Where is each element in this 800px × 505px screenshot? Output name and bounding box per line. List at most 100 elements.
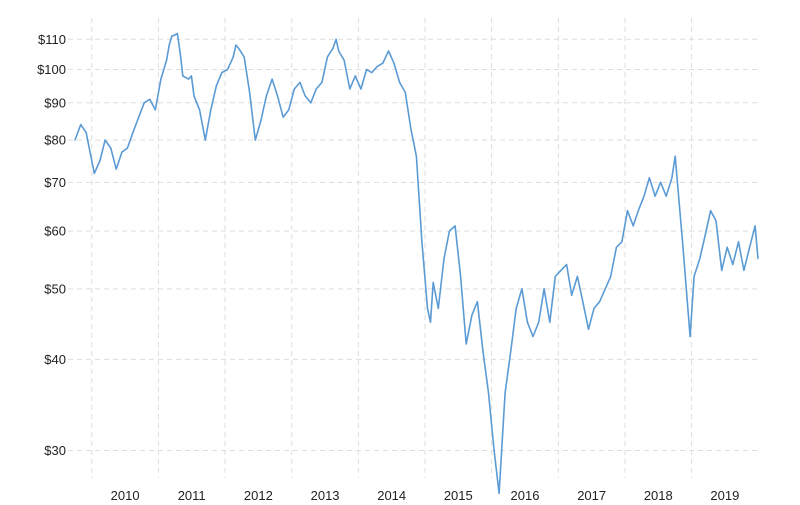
data-point bbox=[538, 321, 540, 323]
data-point bbox=[621, 241, 623, 243]
data-point bbox=[349, 88, 351, 90]
data-point bbox=[143, 102, 145, 104]
data-point bbox=[80, 124, 82, 126]
data-point bbox=[299, 81, 301, 83]
data-point bbox=[404, 91, 406, 93]
grid-lines bbox=[68, 18, 758, 478]
y-tick-label: $80 bbox=[44, 133, 66, 148]
data-point bbox=[366, 68, 368, 71]
x-tick-label: 2010 bbox=[111, 488, 140, 503]
data-point bbox=[371, 72, 373, 74]
data-point bbox=[587, 328, 590, 330]
data-point bbox=[121, 151, 123, 153]
data-point bbox=[354, 75, 356, 77]
data-point bbox=[171, 35, 173, 38]
data-point bbox=[693, 275, 695, 277]
x-tick-label: 2015 bbox=[444, 488, 473, 503]
data-point bbox=[643, 195, 645, 197]
data-point bbox=[343, 59, 345, 61]
x-tick-label: 2014 bbox=[377, 488, 406, 503]
data-point bbox=[443, 258, 445, 260]
data-point bbox=[149, 98, 151, 100]
data-point bbox=[526, 321, 529, 323]
data-point bbox=[471, 314, 473, 316]
data-point bbox=[476, 301, 478, 303]
data-point bbox=[260, 120, 262, 122]
data-point bbox=[654, 195, 656, 197]
data-point bbox=[154, 109, 156, 111]
data-point bbox=[637, 210, 639, 212]
y-axis-labels: $110 $100 $90 $80 $70 $60 $50 $40 $30 bbox=[37, 32, 66, 458]
x-tick-label: 2018 bbox=[644, 488, 673, 503]
data-point bbox=[671, 177, 673, 179]
data-point bbox=[648, 177, 651, 179]
data-point bbox=[179, 53, 181, 55]
data-point bbox=[85, 131, 87, 133]
data-point bbox=[193, 95, 195, 97]
data-point bbox=[704, 235, 706, 237]
data-point bbox=[187, 78, 190, 80]
data-point bbox=[482, 351, 484, 353]
data-point bbox=[674, 155, 676, 157]
data-point bbox=[726, 246, 728, 248]
data-point bbox=[160, 78, 162, 80]
data-point bbox=[460, 275, 462, 277]
data-point bbox=[415, 155, 417, 157]
x-tick-label: 2019 bbox=[710, 488, 739, 503]
data-point bbox=[599, 301, 601, 303]
data-point bbox=[448, 230, 450, 232]
data-point bbox=[743, 269, 745, 271]
data-point bbox=[543, 288, 545, 290]
data-point bbox=[689, 335, 691, 338]
x-tick-label: 2011 bbox=[178, 488, 206, 503]
data-point bbox=[237, 47, 240, 49]
data-point bbox=[235, 44, 237, 46]
x-tick-label: 2013 bbox=[311, 488, 340, 503]
data-point bbox=[421, 241, 423, 243]
data-point bbox=[232, 56, 234, 58]
x-tick-label: 2016 bbox=[511, 488, 540, 503]
data-point bbox=[276, 95, 279, 97]
data-point bbox=[749, 246, 751, 248]
x-tick-label: 2017 bbox=[577, 488, 606, 503]
data-point bbox=[498, 492, 500, 494]
data-point bbox=[382, 62, 384, 64]
x-tick-label: 2012 bbox=[244, 488, 273, 503]
series-group bbox=[74, 32, 759, 495]
y-tick-label: $60 bbox=[44, 224, 66, 239]
data-point bbox=[204, 139, 206, 141]
data-point bbox=[326, 56, 328, 58]
y-tick-label: $70 bbox=[44, 175, 66, 190]
data-point bbox=[199, 109, 201, 111]
data-point bbox=[610, 275, 612, 277]
data-point bbox=[554, 275, 556, 277]
data-point bbox=[465, 343, 467, 345]
data-point bbox=[560, 269, 562, 271]
data-point bbox=[282, 116, 284, 118]
data-point bbox=[226, 68, 229, 71]
data-point bbox=[254, 139, 256, 141]
data-point bbox=[757, 258, 759, 260]
data-point bbox=[410, 127, 412, 129]
data-point bbox=[166, 59, 168, 61]
data-point bbox=[437, 307, 439, 309]
data-point bbox=[74, 139, 76, 141]
data-point bbox=[432, 281, 434, 284]
data-point bbox=[399, 81, 401, 83]
data-point bbox=[626, 210, 629, 212]
data-point bbox=[393, 62, 395, 64]
data-point bbox=[521, 288, 523, 290]
data-point bbox=[332, 47, 334, 49]
y-tick-label: $100 bbox=[37, 62, 66, 77]
data-point bbox=[293, 88, 295, 90]
data-point bbox=[288, 109, 290, 111]
data-point bbox=[504, 392, 506, 394]
data-point bbox=[338, 50, 340, 52]
y-tick-label: $110 bbox=[38, 32, 66, 47]
data-point bbox=[510, 351, 512, 353]
data-point bbox=[132, 131, 134, 133]
data-point bbox=[721, 269, 723, 271]
data-point bbox=[93, 172, 95, 174]
data-point bbox=[182, 75, 184, 77]
data-point bbox=[665, 195, 667, 197]
